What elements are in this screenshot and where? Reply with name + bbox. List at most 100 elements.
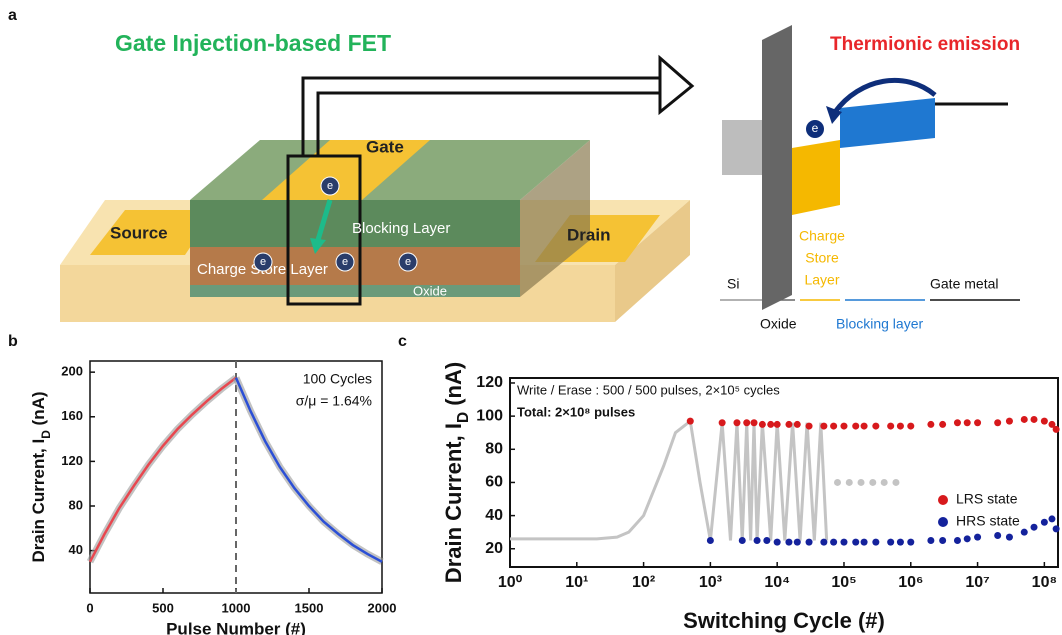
charge-store-band xyxy=(792,140,840,215)
zoom-arrow xyxy=(301,76,665,156)
point xyxy=(753,536,761,544)
band-oxide: Oxide xyxy=(760,316,797,332)
point xyxy=(1020,415,1028,423)
point xyxy=(869,478,877,486)
band-charge: Charge xyxy=(799,228,845,244)
device-title: Gate Injection-based FET xyxy=(115,30,391,56)
point xyxy=(1040,417,1048,425)
line-spread xyxy=(86,374,239,564)
band-diagram xyxy=(720,25,1020,310)
panel-label: a xyxy=(8,7,17,24)
electron-label: e xyxy=(327,180,333,192)
y-tick-label: 20 xyxy=(485,540,503,557)
electron-label: e xyxy=(812,121,819,135)
x-tick-label: 10⁶ xyxy=(898,574,923,591)
gate-label: Gate xyxy=(366,137,404,156)
y-tick-label: 60 xyxy=(485,474,503,491)
y-axis-label-part: Drain Current, I xyxy=(441,423,466,583)
band-blocking: Blocking layer xyxy=(836,316,923,332)
y-axis-label: Drain Current, ID (nA) xyxy=(29,391,53,562)
y-axis-label-part: D xyxy=(455,412,472,423)
x-tick-label: 10⁴ xyxy=(764,574,790,591)
emission-arrow xyxy=(832,77,937,114)
point xyxy=(820,538,828,546)
x-tick-label: 10⁰ xyxy=(498,574,523,591)
y-tick-label: 40 xyxy=(485,507,503,524)
point xyxy=(907,538,915,546)
blocking-label: Blocking Layer xyxy=(352,220,450,237)
point xyxy=(872,422,880,430)
point xyxy=(927,536,935,544)
y-tick-label: 120 xyxy=(476,374,503,391)
line xyxy=(88,376,237,563)
y-tick-label: 120 xyxy=(61,453,83,468)
charge-layer xyxy=(190,247,520,285)
point xyxy=(852,538,860,546)
point xyxy=(1052,425,1060,433)
point xyxy=(1005,533,1013,541)
point xyxy=(939,536,947,544)
panel-label: c xyxy=(398,333,407,350)
point xyxy=(793,420,801,428)
point xyxy=(750,419,758,427)
x-tick-label: 10¹ xyxy=(565,574,588,591)
point xyxy=(963,419,971,427)
point xyxy=(953,419,961,427)
band-gate-metal: Gate metal xyxy=(930,276,998,292)
point xyxy=(887,538,895,546)
x-tick-label: 10³ xyxy=(699,574,722,591)
gate-stripe xyxy=(262,140,430,200)
stack-side xyxy=(520,140,590,297)
point xyxy=(896,538,904,546)
legend-label: LRS state xyxy=(956,491,1018,507)
point xyxy=(743,419,751,427)
x-tick-label: 1000 xyxy=(222,600,251,615)
x-tick-label: 10⁵ xyxy=(831,574,856,591)
zoom-box xyxy=(286,154,362,306)
annotation: Write / Erase : 500 / 500 pulses, 2×10⁵ … xyxy=(517,382,780,397)
point xyxy=(887,422,895,430)
source-pad xyxy=(90,210,215,255)
point xyxy=(927,420,935,428)
x-tick-label: 2000 xyxy=(368,600,397,615)
legend-marker xyxy=(938,517,948,527)
point xyxy=(733,419,741,427)
point xyxy=(738,536,746,544)
injection-arrow-head xyxy=(310,238,326,254)
band-si: Si xyxy=(727,276,739,292)
drain-label: Drain xyxy=(567,225,610,244)
point xyxy=(994,532,1002,539)
y-tick-label: 80 xyxy=(485,441,503,458)
substrate-side xyxy=(615,200,690,322)
oxide-layer xyxy=(190,285,520,297)
x-tick-label: 0 xyxy=(86,600,93,615)
x-tick-label: 1500 xyxy=(295,600,324,615)
si-band xyxy=(722,120,762,175)
electron xyxy=(335,252,355,272)
point xyxy=(1048,420,1056,428)
point xyxy=(840,538,848,546)
line xyxy=(234,377,383,563)
electron-label: e xyxy=(405,256,411,268)
point xyxy=(1020,528,1028,536)
point xyxy=(686,417,694,425)
blocking-band xyxy=(840,98,935,148)
point xyxy=(805,422,813,430)
point xyxy=(1030,415,1038,423)
point xyxy=(834,478,842,486)
y-tick-label: 160 xyxy=(61,408,83,423)
y-axis-label-part: (nA) xyxy=(29,391,48,430)
point xyxy=(1040,518,1048,526)
band-charge: Store xyxy=(805,250,839,266)
band-charge: Layer xyxy=(804,272,839,288)
point xyxy=(857,478,865,486)
point xyxy=(706,536,714,544)
annotation: σ/μ = 1.64% xyxy=(296,393,372,409)
point xyxy=(860,422,868,430)
point xyxy=(953,536,961,544)
x-tick-label: 500 xyxy=(152,600,174,615)
blocking-layer xyxy=(190,200,520,247)
y-axis-label-part: (nA) xyxy=(441,362,466,412)
point xyxy=(840,422,848,430)
